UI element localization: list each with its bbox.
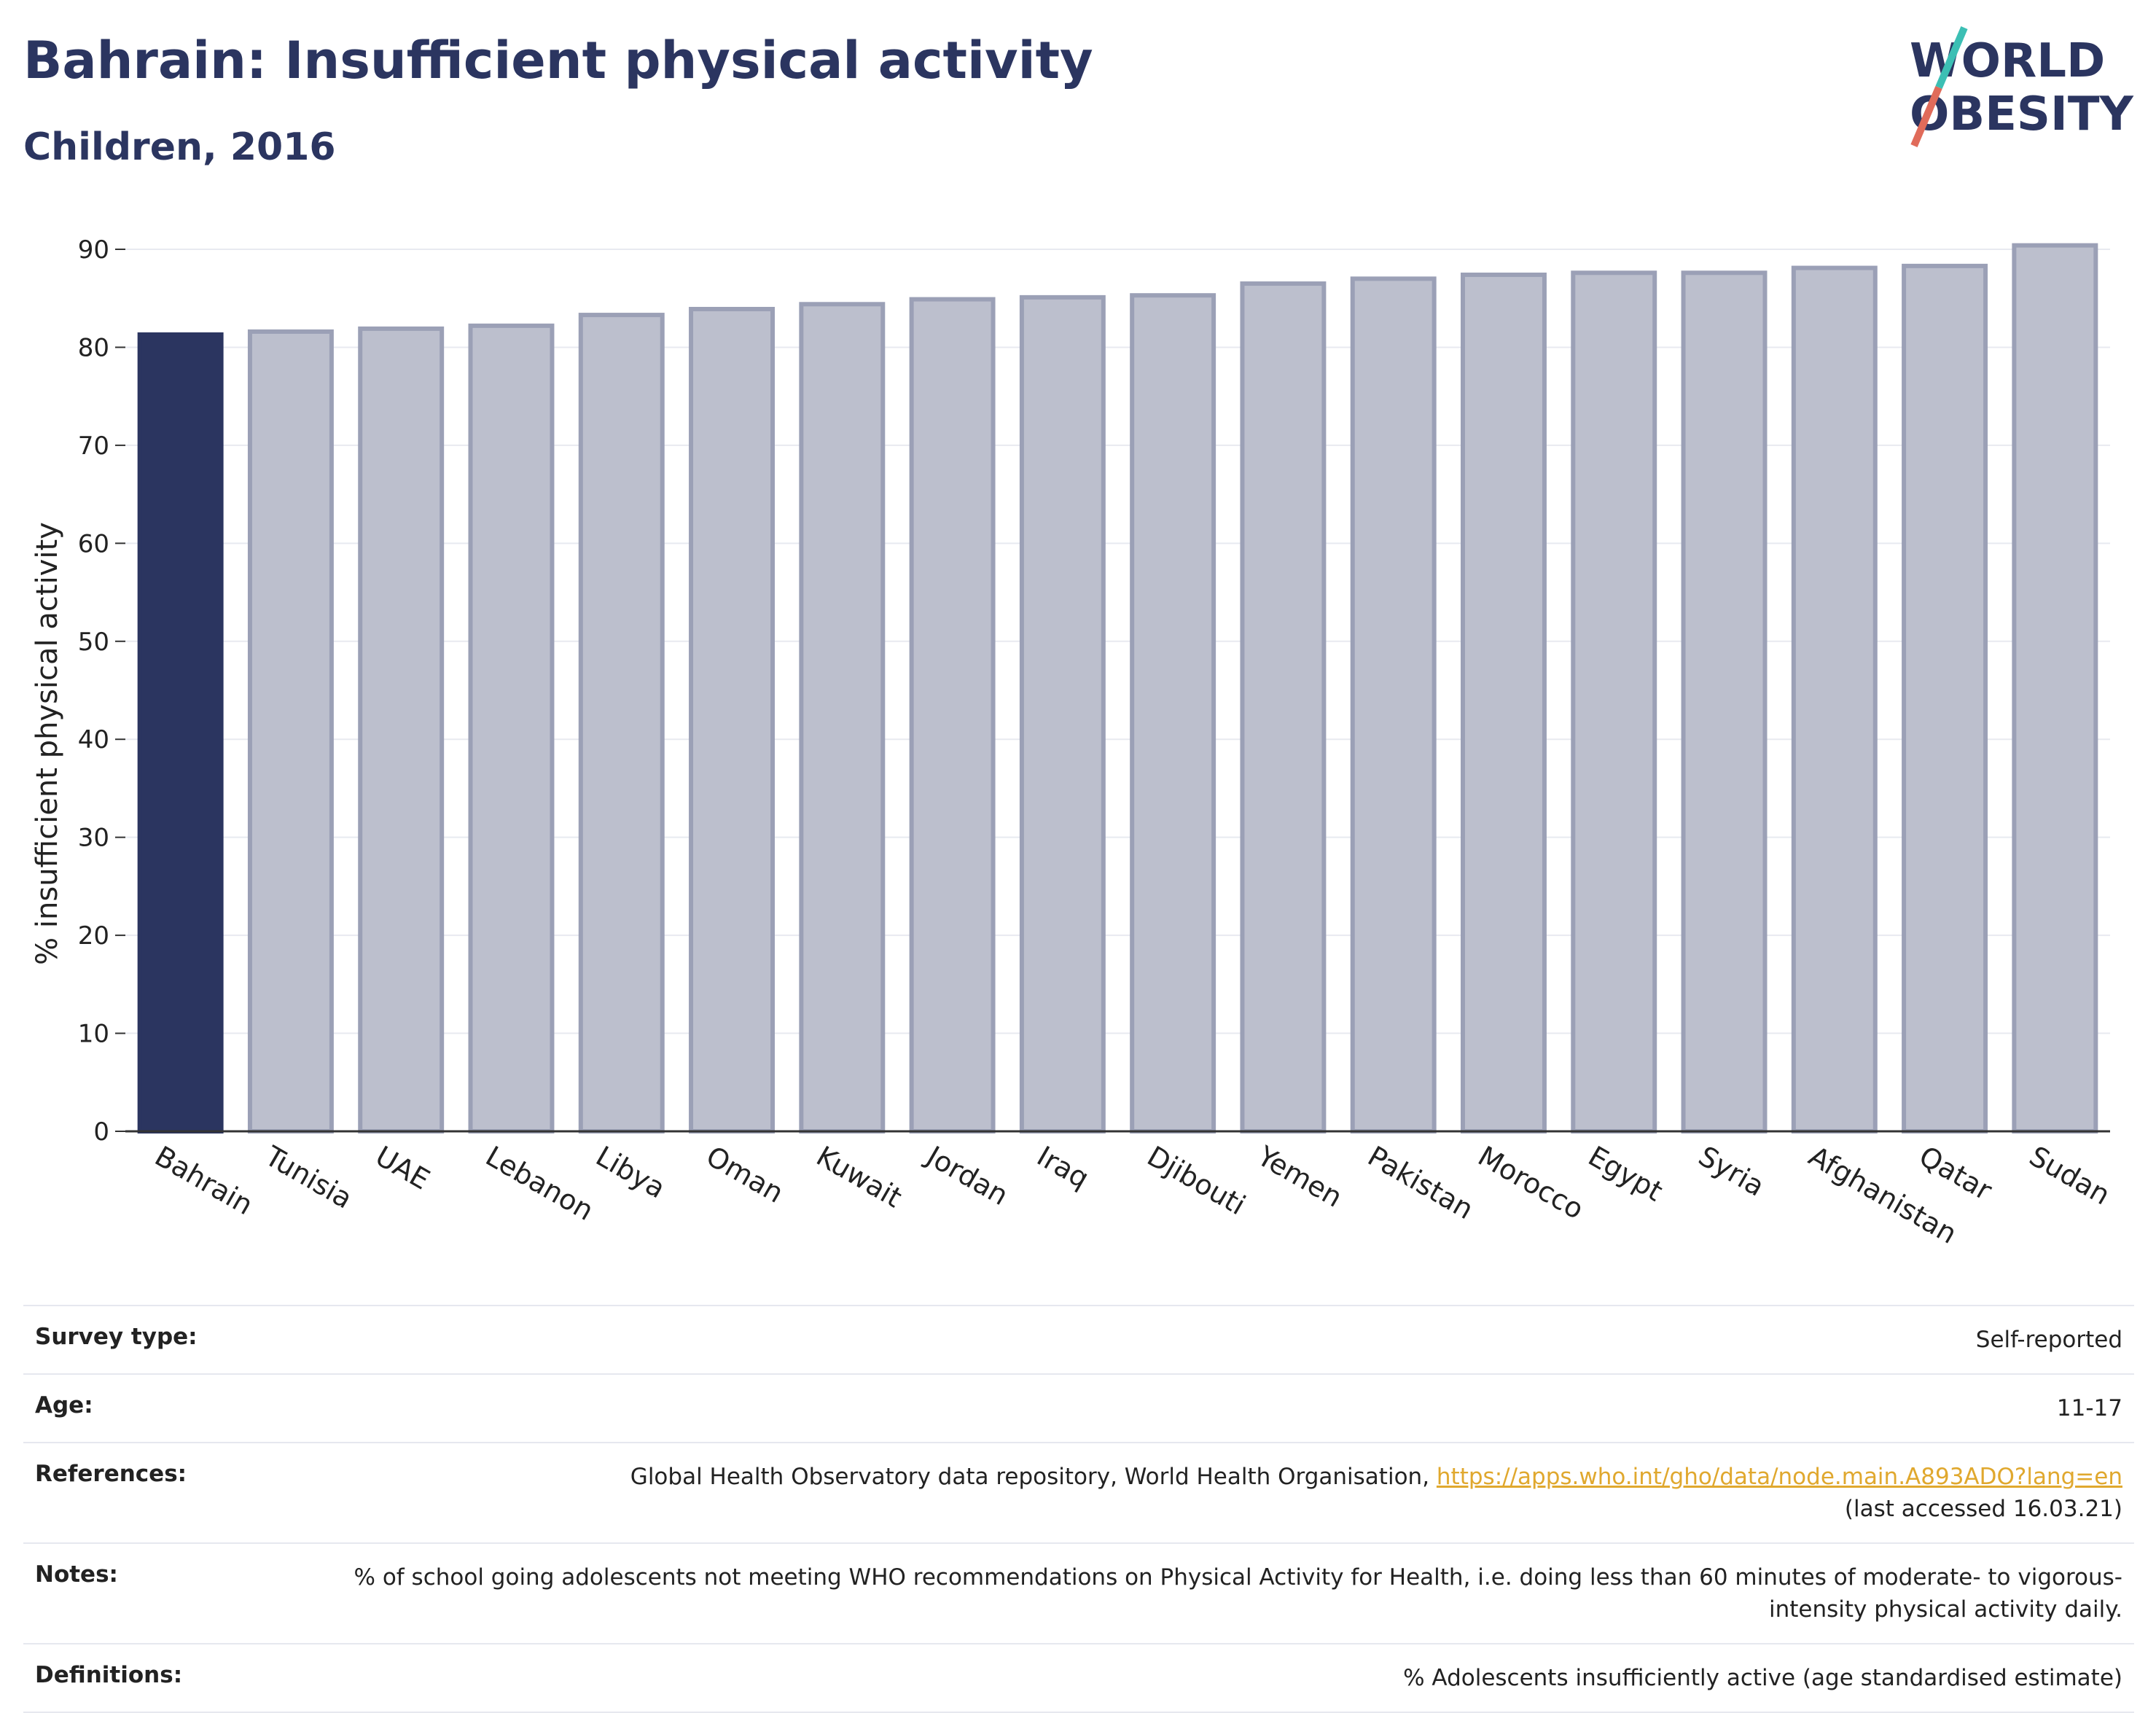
x-tick-label-kuwait: Kuwait [811,1140,907,1214]
x-tick-label-sudan: Sudan [2024,1140,2116,1211]
bar-qatar [1902,263,1988,1133]
references-label: References: [35,1461,187,1487]
x-tick-label-uae: UAE [370,1140,435,1196]
x-tick-label-iraq: Iraq [1031,1140,1094,1195]
y-tick-label-30: 30 [78,824,109,853]
y-tick-label-50: 50 [78,628,109,657]
bar-libya [578,313,665,1134]
notes-value: % of school going adolescents not meetin… [354,1564,2122,1623]
bar-afghanistan [1791,265,1878,1134]
age-label: Age: [35,1392,93,1419]
x-tick-label-bahrain: Bahrain [149,1140,258,1222]
info-row-definitions: Definitions: % Adolescents insufficientl… [23,1644,2134,1713]
y-tick-labels: 0 10 20 30 40 50 60 70 80 90 [78,235,109,1147]
bar-iraq [1019,294,1106,1133]
survey-type-value: Self-reported [1975,1327,2122,1353]
x-tick-label-jordan: Jordan [920,1139,1013,1212]
survey-type-label: Survey type: [35,1324,198,1350]
bar-egypt [1571,270,1657,1133]
bar-jordan [909,297,996,1134]
x-tick-label-oman: Oman [701,1140,789,1209]
logo-slash-teal [1935,26,1968,89]
bar-chart: 0 10 20 30 40 50 60 70 80 90 Bahrain Tunisia UAE Leb… [31,235,2116,1250]
y-tick-label-20: 20 [78,921,109,951]
info-row-survey-type: Survey type: Self-reported [23,1306,2134,1375]
definitions-label: Definitions: [35,1662,183,1688]
x-tick-label-morocco: Morocco [1472,1140,1589,1226]
references-value: Global Health Observatory data repositor… [630,1461,2122,1525]
x-tick-label-syria: Syria [1693,1140,1770,1203]
info-table: Survey type: Self-reported Age: 11-17 Re… [23,1305,2134,1713]
bar-djibouti [1130,293,1216,1134]
bar-uae [358,326,445,1133]
y-tick-label-0: 0 [93,1117,109,1147]
y-tick-label-10: 10 [78,1020,109,1049]
notes-label: Notes: [35,1561,118,1588]
y-tick-label-40: 40 [78,725,109,754]
y-tick-label-80: 80 [78,333,109,362]
y-tick-label-70: 70 [78,432,109,461]
bar-syria [1681,270,1768,1133]
page-subtitle: Children, 2016 [23,125,336,169]
x-tick-label-yemen: Yemen [1251,1139,1348,1214]
x-tick-label-lebanon: Lebanon [480,1140,599,1227]
info-row-notes: Notes: % of school going adolescents not… [23,1544,2134,1644]
bar-kuwait [799,302,886,1133]
x-tick-label-tunisia: Tunisia [259,1139,358,1215]
bar-sudan [2012,243,2098,1134]
page-title: Bahrain: Insufficient physical activity [23,31,1093,90]
references-link[interactable]: https://apps.who.int/gho/data/node.main.… [1436,1464,2122,1490]
x-tick-label-djibouti: Djibouti [1142,1140,1251,1222]
bar-tunisia [247,329,334,1133]
grid-layer [115,249,2110,1132]
info-row-references: References: Global Health Observatory da… [23,1443,2134,1544]
bar-layer [137,243,2098,1134]
references-accessed: (last accessed 16.03.21) [1844,1496,2122,1522]
world-obesity-logo: WORLD OBESITY [1910,26,2133,147]
age-value: 11-17 [2056,1395,2122,1421]
y-tick-label-90: 90 [78,235,109,265]
x-tick-label-pakistan: Pakistan [1362,1140,1479,1226]
bar-oman [689,307,776,1133]
x-tick-label-egypt: Egypt [1583,1140,1668,1208]
y-tick-label-60: 60 [78,529,109,558]
info-row-age: Age: 11-17 [23,1375,2134,1443]
x-tick-label-qatar: Qatar [1914,1140,1998,1207]
bar-pakistan [1350,276,1437,1133]
definitions-value: % Adolescents insufficiently active (age… [1403,1665,2122,1691]
y-axis-label: % insufficient physical activity [31,522,64,965]
references-text: Global Health Observatory data repositor… [630,1464,1437,1490]
x-tick-label-libya: Libya [590,1140,671,1205]
logo-slash-coral [1910,86,1942,147]
logo-line-2: OBESITY [1910,87,2133,141]
bar-morocco [1460,272,1547,1133]
bar-yemen [1240,281,1327,1134]
bar-lebanon [468,323,555,1133]
bar-bahrain [137,332,224,1133]
